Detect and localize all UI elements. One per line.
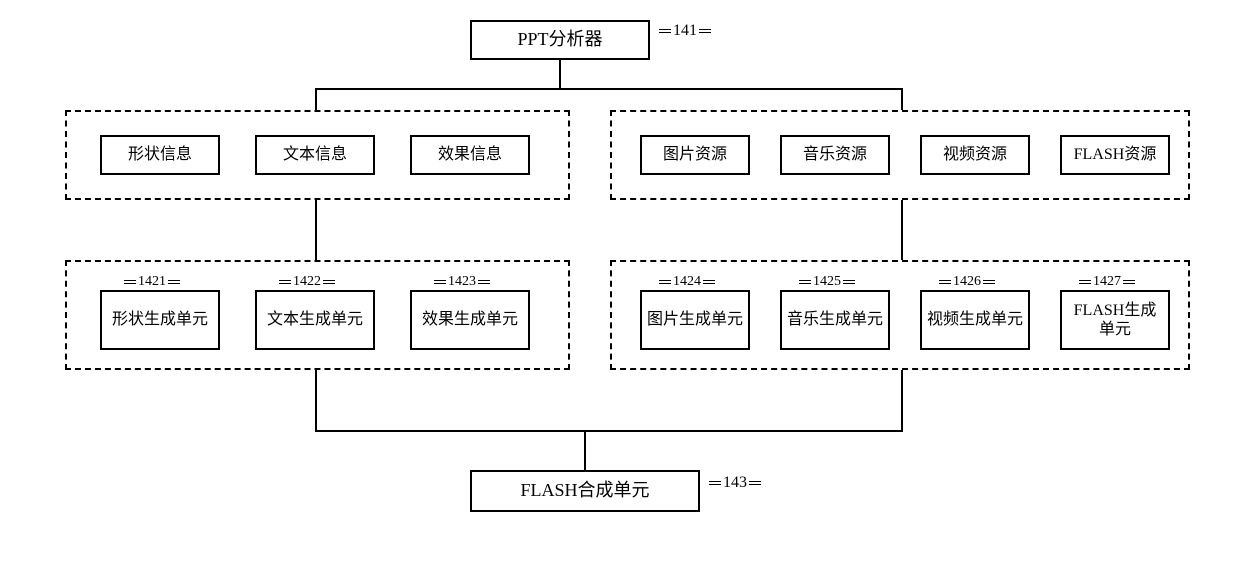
node-effect-gen: 效果生成单元 [410,290,530,350]
tag-1426: 1426 [935,274,999,290]
connector [315,88,903,90]
tag-1424: 1424 [655,274,719,290]
node-text-gen: 文本生成单元 [255,290,375,350]
node-text-info: 文本信息 [255,135,375,175]
tag-1421: 1421 [120,274,184,290]
connector [901,200,903,260]
connector [559,60,561,88]
tag-1423: 1423 [430,274,494,290]
connector [901,88,903,110]
node-ppt-analyzer: PPT分析器 [470,20,650,60]
node-image-res: 图片资源 [640,135,750,175]
tag-143: 143 [705,474,765,492]
connector [315,430,903,432]
node-flash-gen: FLASH生成单元 [1060,290,1170,350]
node-image-gen: 图片生成单元 [640,290,750,350]
tag-1427: 1427 [1075,274,1139,290]
node-effect-info: 效果信息 [410,135,530,175]
node-flash-compose: FLASH合成单元 [470,470,700,512]
node-label: PPT分析器 [517,29,602,51]
connector [315,88,317,110]
connector [584,430,586,470]
node-label: FLASH合成单元 [520,480,649,502]
connector [315,200,317,260]
tag-1425: 1425 [795,274,859,290]
node-flash-res: FLASH资源 [1060,135,1170,175]
connector [901,370,903,430]
node-shape-gen: 形状生成单元 [100,290,220,350]
node-video-gen: 视频生成单元 [920,290,1030,350]
node-video-res: 视频资源 [920,135,1030,175]
node-music-gen: 音乐生成单元 [780,290,890,350]
tag-141: 141 [655,22,715,40]
node-music-res: 音乐资源 [780,135,890,175]
node-shape-info: 形状信息 [100,135,220,175]
tag-1422: 1422 [275,274,339,290]
connector [315,370,317,430]
